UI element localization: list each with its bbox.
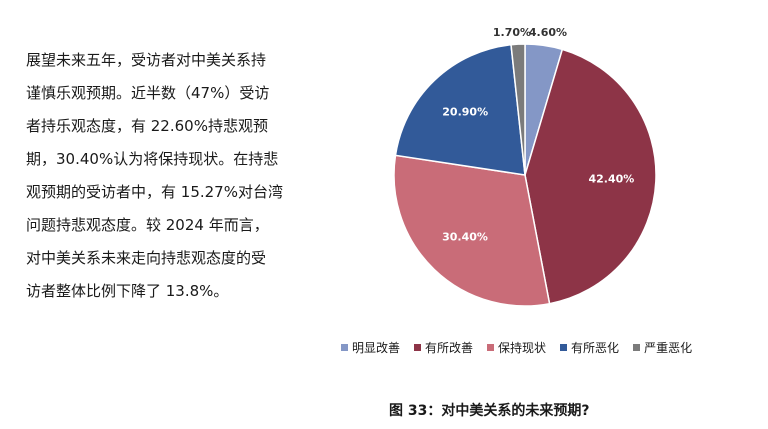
pie-slice-some-improvement (524, 48, 657, 305)
data-label-significant-improvement: 4.60% (529, 26, 567, 39)
data-label-severe-deterioration: 1.70% (493, 26, 531, 39)
paragraph-line: 观预期的受访者中，有 15.27%对台湾 (26, 183, 283, 201)
data-label-some-deterioration: 20.90% (442, 106, 488, 119)
chart-caption: 图 33：对中美关系的未来预期? (389, 403, 590, 419)
legend-item: 有所改善 (414, 339, 473, 356)
legend-item: 明显改善 (341, 339, 400, 356)
description-paragraph: 展望未来五年，受访者对中美关系持 谨慎乐观预期。近半数（47%）受访 者持乐观态… (26, 44, 316, 308)
pie-slice-severe-deterioration (510, 43, 526, 176)
legend-item: 保持现状 (487, 339, 546, 356)
paragraph-line: 谨慎乐观预期。近半数（47%）受访 (26, 84, 270, 102)
legend-label: 明显改善 (352, 341, 401, 355)
paragraph-line: 访者整体比例下降了 13.8%。 (26, 282, 229, 300)
legend-label: 有所恶化 (571, 341, 620, 355)
paragraph-line: 者持乐观态度，有 22.60%持悲观预 (26, 117, 268, 135)
paragraph-line: 展望未来五年，受访者对中美关系持 (26, 51, 267, 69)
legend-swatch (487, 344, 495, 351)
legend-swatch (560, 344, 568, 351)
legend-item: 严重恶化 (633, 339, 692, 356)
legend-label: 保持现状 (498, 341, 547, 355)
data-label-status-quo: 30.40% (442, 230, 488, 243)
paragraph-line: 对中美关系未来走向持悲观态度的受 (26, 249, 267, 267)
pie-slice-status-quo (393, 154, 551, 307)
legend-swatch (414, 344, 422, 351)
pie-slice-some-deterioration (394, 43, 526, 176)
legend-label: 严重恶化 (644, 341, 693, 355)
paragraph-line: 期，30.40%认为将保持现状。在持悲 (26, 150, 279, 168)
legend-label: 有所改善 (425, 341, 474, 355)
legend-swatch (633, 344, 641, 351)
legend-item: 有所恶化 (560, 339, 619, 356)
legend-swatch (341, 344, 348, 351)
chart-legend: 明显改善 有所改善 保持现状 有所恶化 严重恶化 (341, 339, 692, 356)
data-label-some-improvement: 42.40% (588, 172, 634, 185)
paragraph-line: 问题持悲观态度。较 2024 年而言， (26, 216, 269, 234)
